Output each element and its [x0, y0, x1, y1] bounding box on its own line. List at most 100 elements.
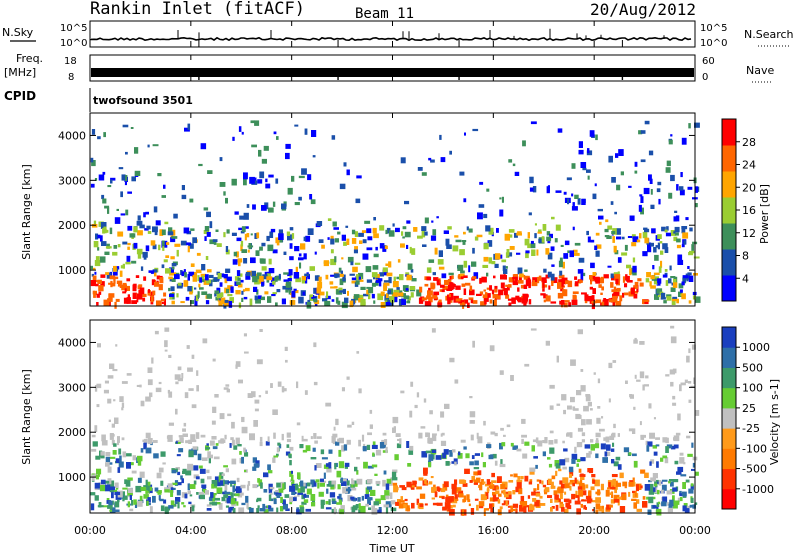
- velocity-cell: [491, 503, 495, 508]
- power-cell: [231, 232, 237, 236]
- power-cell: [268, 174, 274, 178]
- velocity-cell: [252, 466, 257, 471]
- power-cell: [384, 245, 388, 249]
- power-cell: [272, 292, 277, 295]
- velocity-cell: [367, 432, 372, 436]
- velocity-cell: [114, 501, 120, 508]
- power-cell: [172, 272, 177, 276]
- velocity-cell: [580, 503, 583, 508]
- velocity-cell: [520, 495, 525, 502]
- power-cell: [566, 177, 572, 181]
- velocity-cell: [243, 333, 247, 337]
- velocity-cell: [337, 438, 341, 443]
- velocity-cell: [389, 492, 393, 499]
- power-cell: [341, 301, 348, 309]
- velocity-cell: [409, 445, 414, 451]
- power-cell: [670, 287, 676, 292]
- power-cell: [382, 269, 388, 276]
- velocity-cell: [622, 481, 628, 487]
- velocity-cell: [427, 432, 430, 438]
- velocity-cell: [103, 480, 110, 484]
- velocity-cell: [473, 482, 478, 485]
- velocity-cell: [333, 507, 336, 515]
- power-cell: [147, 231, 152, 234]
- power-cell: [127, 191, 132, 194]
- velocity-cell: [267, 436, 270, 442]
- power-cell: [631, 242, 637, 247]
- velocity-cell: [587, 401, 592, 407]
- power-cell: [671, 298, 678, 302]
- power-cell: [608, 155, 613, 163]
- velocity-cell: [585, 394, 591, 397]
- velocity-cell: [137, 459, 142, 466]
- power-cell: [558, 274, 565, 279]
- velocity-cell: [567, 405, 572, 410]
- velocity-colorbar-tick-label: 500: [742, 361, 763, 374]
- power-cell: [426, 276, 432, 281]
- power-cell: [273, 131, 277, 135]
- power-cell: [294, 124, 299, 127]
- velocity-cell: [230, 481, 233, 487]
- velocity-cell: [406, 507, 411, 511]
- velocity-cell: [550, 507, 553, 512]
- power-cell: [133, 242, 138, 249]
- power-cell: [330, 249, 334, 254]
- velocity-cell: [341, 387, 345, 392]
- velocity-cell: [394, 454, 399, 461]
- velocity-cell: [131, 470, 137, 474]
- power-cell: [572, 294, 576, 300]
- velocity-cell: [572, 406, 576, 411]
- velocity-cell: [464, 468, 470, 474]
- power-cell: [236, 270, 241, 276]
- velocity-cell: [665, 374, 670, 377]
- velocity-cell: [281, 386, 285, 393]
- velocity-cell: [241, 416, 245, 423]
- velocity-cell: [325, 507, 332, 510]
- power-cell: [192, 272, 198, 278]
- velocity-cell: [423, 398, 427, 403]
- power-cell: [600, 292, 603, 295]
- power-cell: [190, 300, 195, 304]
- power-cell: [629, 215, 635, 221]
- velocity-cell: [392, 416, 399, 424]
- power-cell: [371, 282, 376, 287]
- velocity-cell: [647, 509, 652, 515]
- power-cell: [140, 266, 144, 271]
- velocity-cell: [276, 507, 279, 513]
- velocity-cell: [684, 507, 690, 513]
- velocity-cell: [482, 462, 486, 468]
- power-cell: [281, 203, 287, 210]
- power-cell: [400, 243, 405, 248]
- power-cell: [461, 240, 467, 242]
- power-cell: [206, 279, 212, 284]
- power-cell: [159, 229, 164, 236]
- power-cell: [201, 291, 208, 295]
- power-cell: [91, 224, 98, 228]
- power-cell: [660, 292, 666, 299]
- power-cell: [93, 220, 97, 226]
- velocity-cell: [533, 488, 537, 491]
- power-cell: [250, 233, 253, 236]
- cpid-label: CPID: [4, 89, 36, 103]
- power-cell: [259, 246, 263, 251]
- velocity-cell: [328, 499, 331, 505]
- power-cell: [325, 274, 329, 280]
- velocity-cell: [539, 479, 542, 484]
- power-cell: [339, 290, 344, 293]
- power-cell: [353, 249, 358, 254]
- velocity-cell: [211, 483, 214, 489]
- velocity-cell: [366, 486, 373, 490]
- velocity-cell: [302, 438, 308, 442]
- velocity-cell: [672, 479, 679, 483]
- power-cell: [549, 233, 553, 239]
- freq-ytick-top: 18: [64, 56, 77, 67]
- velocity-cell: [213, 456, 220, 460]
- velocity-cell: [241, 502, 246, 506]
- power-cell: [685, 217, 689, 221]
- velocity-cell: [484, 483, 491, 487]
- power-cell: [379, 272, 384, 277]
- power-cell: [332, 221, 337, 227]
- power-cell: [666, 160, 671, 167]
- velocity-cell: [662, 496, 668, 503]
- power-cell: [337, 231, 341, 235]
